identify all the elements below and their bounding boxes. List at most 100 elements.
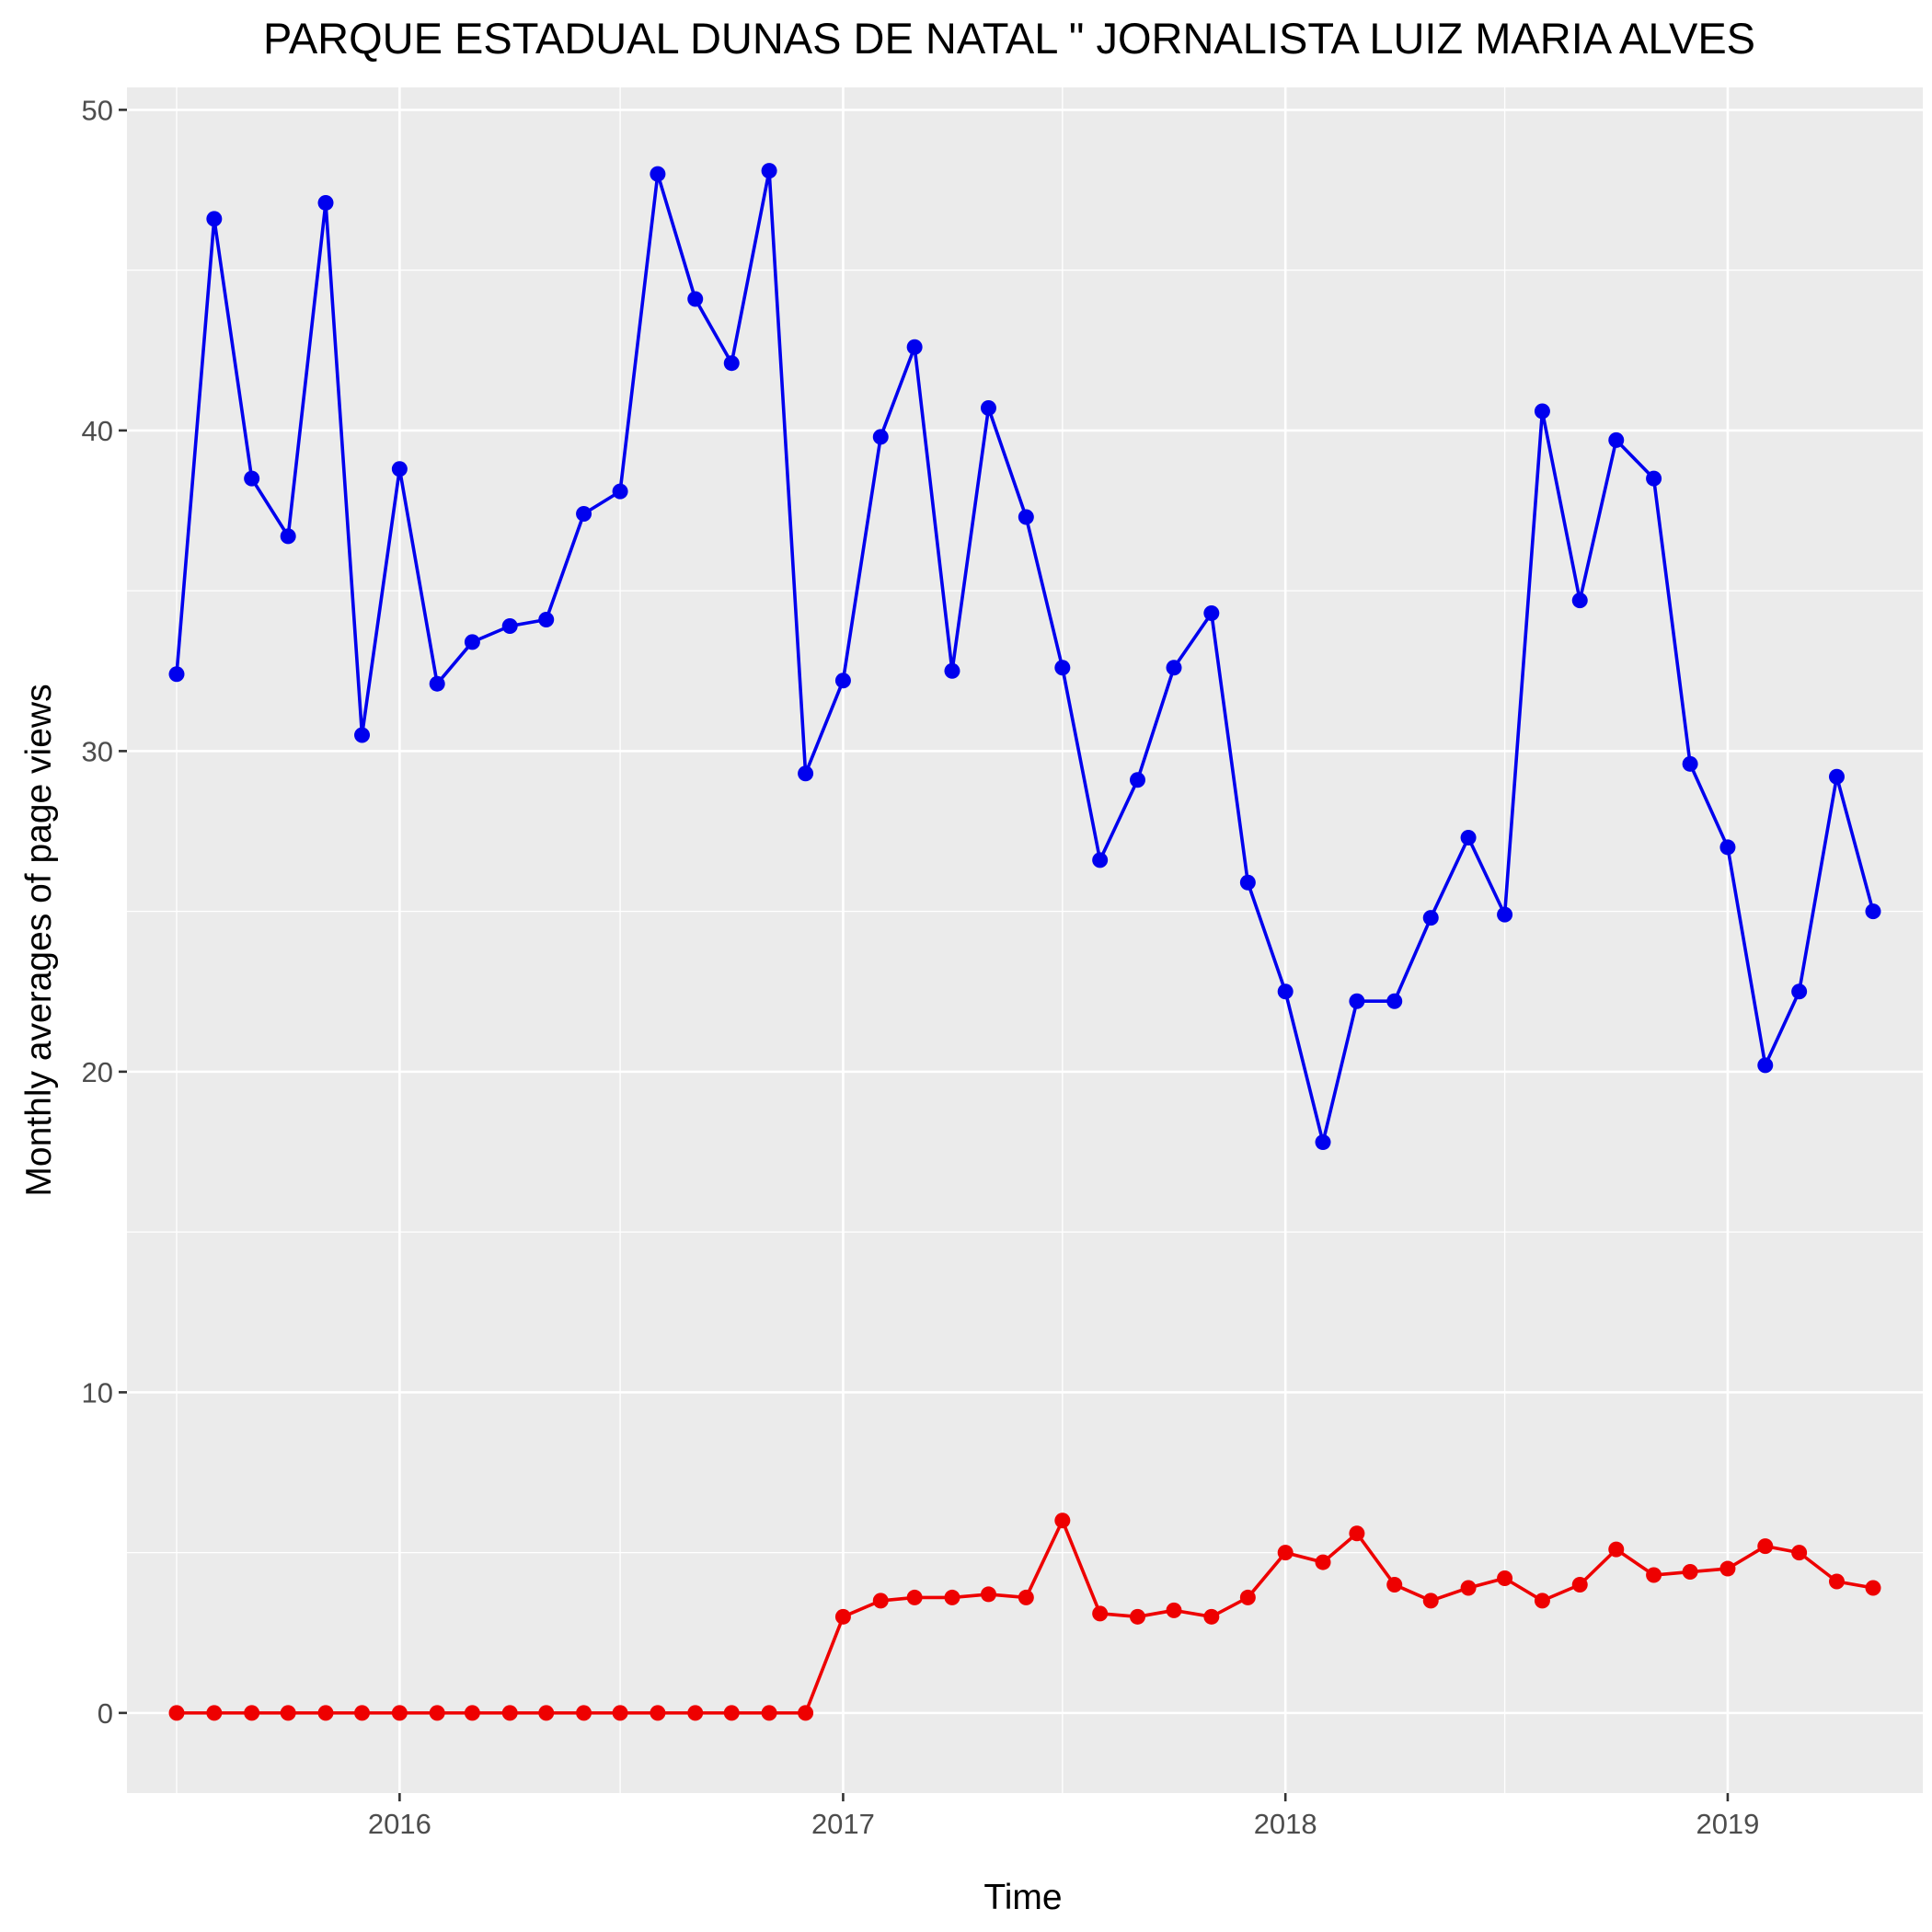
data-point-series-1 xyxy=(761,163,777,179)
data-point-series-1 xyxy=(501,617,518,634)
data-point-series-2 xyxy=(723,1705,740,1721)
data-point-series-2 xyxy=(872,1593,889,1609)
data-point-series-2 xyxy=(501,1705,518,1721)
data-point-series-2 xyxy=(1571,1576,1588,1593)
data-point-series-1 xyxy=(612,483,628,500)
data-point-series-1 xyxy=(429,675,445,692)
data-point-series-2 xyxy=(1018,1589,1034,1605)
data-point-series-1 xyxy=(576,506,592,522)
data-point-series-2 xyxy=(834,1608,851,1625)
data-point-series-1 xyxy=(168,666,185,683)
y-tick-label: 30 xyxy=(82,735,113,767)
data-point-series-1 xyxy=(354,727,371,743)
data-point-series-2 xyxy=(650,1705,666,1721)
data-point-series-2 xyxy=(1422,1593,1439,1609)
data-point-series-1 xyxy=(1018,509,1034,525)
data-point-series-2 xyxy=(429,1705,445,1721)
data-point-series-1 xyxy=(1791,983,1808,1000)
y-tick-label: 40 xyxy=(82,415,113,447)
data-point-series-1 xyxy=(1646,470,1662,487)
x-tick-label: 2018 xyxy=(1254,1808,1317,1840)
data-point-series-2 xyxy=(1719,1560,1736,1577)
data-point-series-2 xyxy=(206,1705,223,1721)
data-point-series-1 xyxy=(1277,983,1294,1000)
data-point-series-1 xyxy=(206,211,223,227)
data-point-series-2 xyxy=(944,1589,960,1605)
data-point-series-2 xyxy=(1497,1570,1513,1587)
data-point-series-1 xyxy=(1757,1057,1774,1074)
data-point-series-2 xyxy=(354,1705,371,1721)
data-point-series-1 xyxy=(1386,993,1403,1009)
data-point-series-1 xyxy=(1865,903,1881,920)
data-point-series-2 xyxy=(761,1705,777,1721)
x-axis-title: Time xyxy=(983,1878,1062,1917)
data-point-series-2 xyxy=(538,1705,555,1721)
data-point-series-2 xyxy=(1386,1576,1403,1593)
data-point-series-2 xyxy=(906,1589,923,1605)
y-tick-label: 20 xyxy=(82,1056,113,1088)
data-point-series-2 xyxy=(1277,1545,1294,1561)
data-point-series-1 xyxy=(944,662,960,679)
plot-panel xyxy=(127,87,1923,1793)
data-point-series-2 xyxy=(687,1705,704,1721)
data-point-series-2 xyxy=(1534,1593,1550,1609)
data-point-series-1 xyxy=(1315,1134,1331,1151)
y-tick-label: 0 xyxy=(98,1697,113,1730)
data-point-series-2 xyxy=(1682,1564,1698,1581)
y-tick-label: 50 xyxy=(82,94,113,126)
data-point-series-2 xyxy=(576,1705,592,1721)
data-point-series-1 xyxy=(244,470,260,487)
data-point-series-1 xyxy=(1828,768,1845,785)
data-point-series-2 xyxy=(1460,1580,1477,1596)
data-point-series-2 xyxy=(1828,1573,1845,1590)
data-point-series-1 xyxy=(1608,431,1625,448)
data-point-series-1 xyxy=(798,765,814,782)
data-point-series-2 xyxy=(1865,1580,1881,1596)
data-point-series-2 xyxy=(1092,1605,1109,1622)
data-point-series-1 xyxy=(1719,839,1736,856)
data-point-series-1 xyxy=(980,399,996,416)
data-point-series-2 xyxy=(168,1705,185,1721)
data-point-series-1 xyxy=(464,634,480,650)
data-point-series-2 xyxy=(464,1705,480,1721)
data-point-series-2 xyxy=(1129,1608,1145,1625)
chart-title: PARQUE ESTADUAL DUNAS DE NATAL " JORNALI… xyxy=(263,14,1755,63)
data-point-series-1 xyxy=(1349,993,1365,1009)
data-point-series-2 xyxy=(1791,1545,1808,1561)
data-point-series-1 xyxy=(1422,910,1439,926)
data-point-series-2 xyxy=(798,1705,814,1721)
data-point-series-2 xyxy=(1349,1525,1365,1542)
data-point-series-1 xyxy=(1129,772,1145,788)
data-point-series-2 xyxy=(1315,1554,1331,1570)
data-point-series-2 xyxy=(1608,1541,1625,1558)
data-point-series-1 xyxy=(1054,660,1071,676)
x-tick-label: 2017 xyxy=(811,1808,875,1840)
data-point-series-1 xyxy=(1166,660,1182,676)
data-point-series-1 xyxy=(538,612,555,628)
data-point-series-1 xyxy=(872,429,889,445)
data-point-series-1 xyxy=(650,166,666,182)
data-point-series-1 xyxy=(687,291,704,307)
data-point-series-1 xyxy=(1092,852,1109,868)
data-point-series-1 xyxy=(1534,403,1550,420)
data-point-series-2 xyxy=(244,1705,260,1721)
data-point-series-2 xyxy=(391,1705,408,1721)
data-point-series-2 xyxy=(1646,1567,1662,1583)
data-point-series-1 xyxy=(1239,874,1256,891)
data-point-series-1 xyxy=(906,339,923,355)
data-point-series-1 xyxy=(317,194,334,211)
data-point-series-1 xyxy=(834,673,851,689)
data-point-series-2 xyxy=(1166,1602,1182,1618)
data-point-series-2 xyxy=(317,1705,334,1721)
data-point-series-2 xyxy=(280,1705,296,1721)
data-point-series-2 xyxy=(1239,1589,1256,1605)
data-point-series-1 xyxy=(280,528,296,545)
data-point-series-1 xyxy=(1460,829,1477,845)
data-point-series-1 xyxy=(723,355,740,372)
y-axis-title: Monthly averages of page views xyxy=(19,684,59,1196)
y-tick-label: 10 xyxy=(82,1376,113,1409)
data-point-series-1 xyxy=(1571,592,1588,609)
data-point-series-2 xyxy=(1203,1608,1220,1625)
